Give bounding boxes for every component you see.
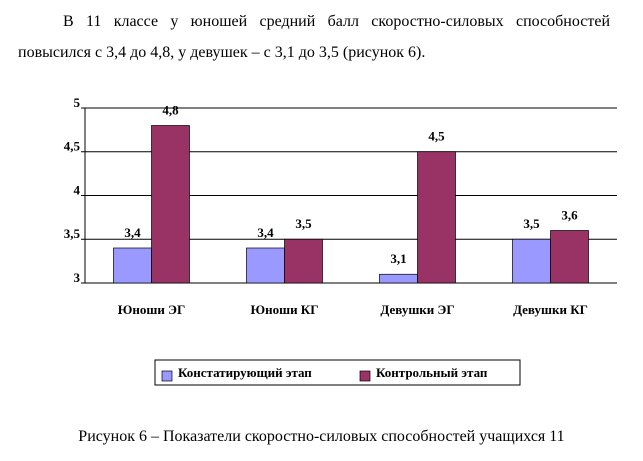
y-tick-label: 5 (74, 95, 81, 110)
y-tick-label: 3,5 (64, 226, 81, 241)
x-tick-label: Юноши ЭГ (118, 302, 185, 317)
x-tick-label: Девушки КГ (513, 302, 588, 317)
bar (550, 230, 589, 284)
x-tick-label: Девушки ЭГ (380, 302, 454, 317)
data-label: 4,8 (162, 102, 179, 117)
x-tick-label: Юноши КГ (250, 302, 318, 317)
chart: 3 3,5 4 4,5 5 Юноши ЭГ 3,4 4,8 Юноши КГ 3,4 3,5 Дев… (64, 95, 617, 386)
data-label: 3,5 (523, 216, 540, 231)
bar (151, 125, 190, 284)
bar (512, 238, 551, 284)
data-label: 4,5 (428, 129, 445, 144)
legend-label: Контрольный этап (376, 365, 488, 380)
data-label: 3,4 (124, 225, 141, 240)
data-label: 3,5 (295, 216, 312, 231)
y-tick-label: 4,5 (64, 139, 81, 154)
bar (417, 151, 456, 284)
legend-swatch (359, 370, 371, 382)
bar (246, 247, 285, 284)
data-label: 3,4 (257, 225, 274, 240)
bar (379, 273, 418, 284)
paragraph: В 11 классе у юношей средний балл скорос… (18, 13, 610, 61)
y-tick-label: 3 (74, 270, 81, 285)
legend-swatch (161, 370, 173, 382)
data-label: 3,6 (561, 207, 578, 222)
legend-box (154, 359, 521, 386)
bar (284, 238, 323, 284)
data-label: 3,1 (390, 251, 406, 266)
caption: Рисунок 6 – Показатели скоростно-силовых… (78, 428, 565, 445)
y-tick-label: 4 (74, 182, 81, 197)
bar (113, 247, 152, 284)
legend-label: Констатирующий этап (178, 365, 312, 380)
